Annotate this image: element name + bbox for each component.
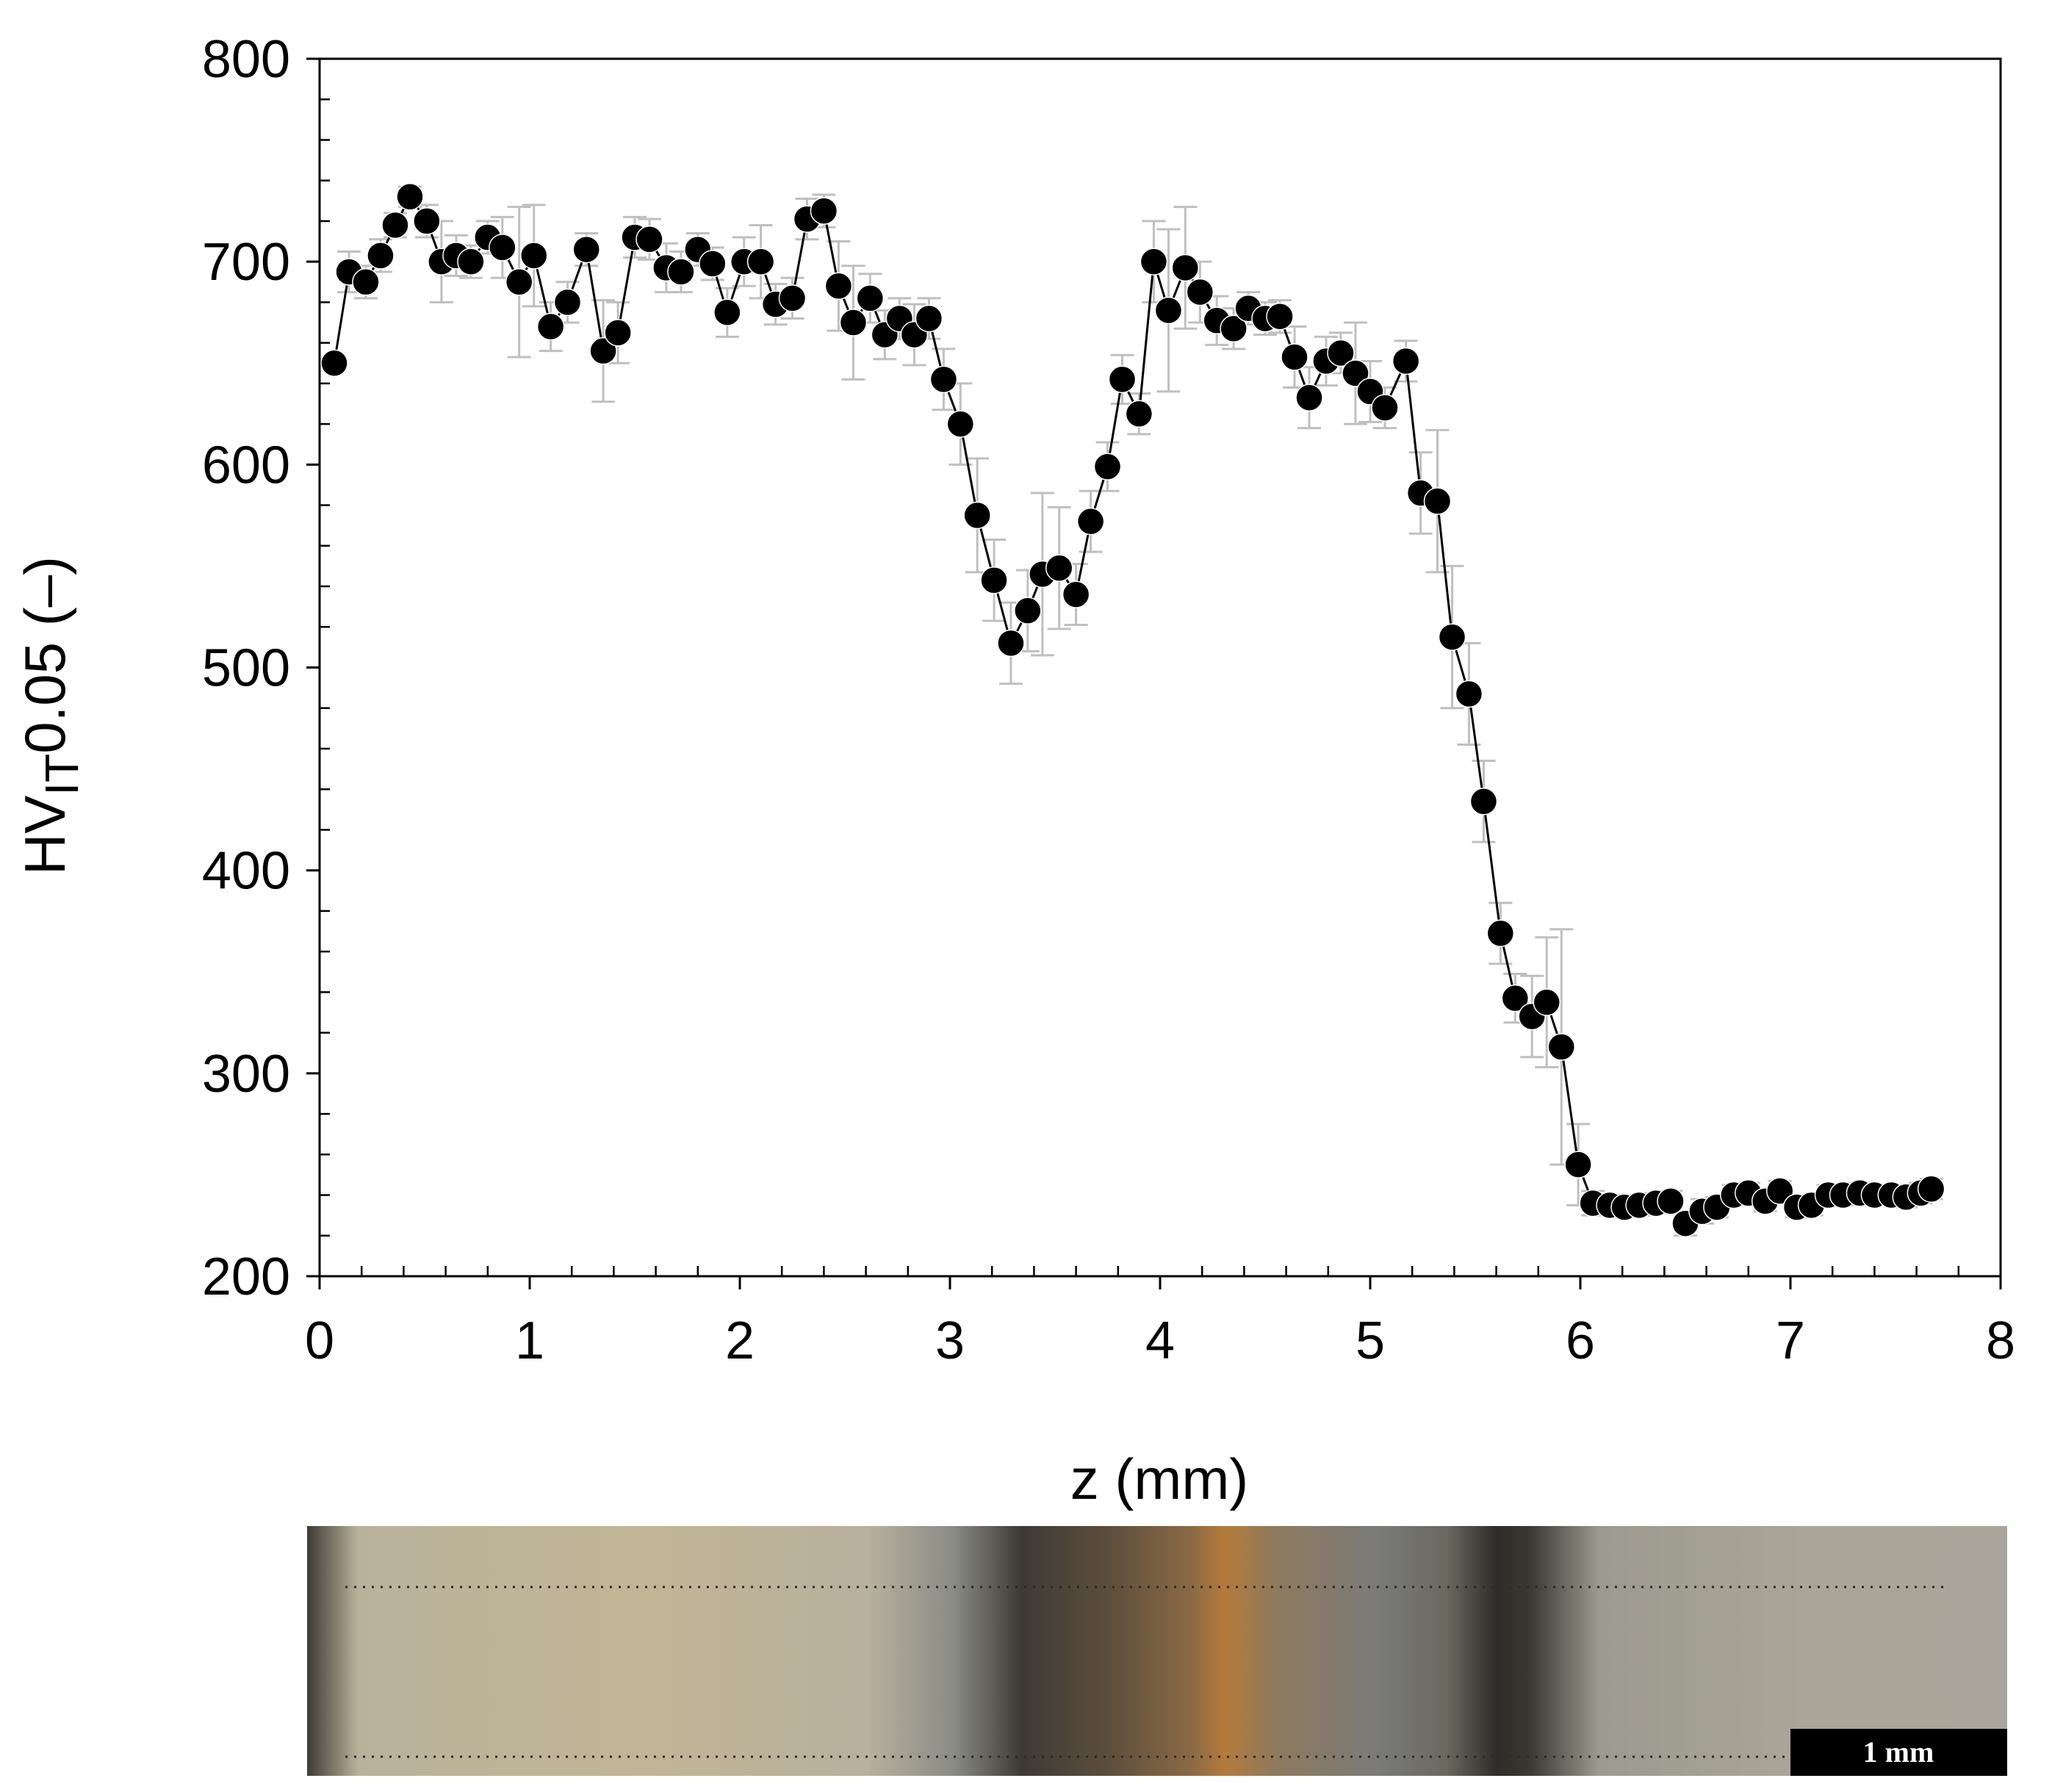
data-point (778, 284, 807, 312)
data-point (1765, 1177, 1794, 1205)
x-tick-label: 5 (1356, 1311, 1385, 1370)
data-point (1657, 1187, 1685, 1215)
data-point (381, 211, 409, 240)
data-point (536, 312, 565, 341)
data-markers (320, 183, 1945, 1237)
data-point (1154, 296, 1183, 325)
data-point (320, 349, 348, 377)
error-bars (337, 185, 1943, 1237)
data-point (667, 258, 695, 286)
data-point (1125, 400, 1153, 428)
data-point (929, 365, 958, 394)
data-point (604, 319, 632, 347)
data-point (1423, 487, 1452, 515)
data-point (1327, 339, 1355, 367)
data-point (1342, 359, 1369, 387)
data-point (396, 183, 424, 211)
data-point (1486, 919, 1515, 948)
data-point (1281, 343, 1308, 371)
data-point (572, 235, 600, 264)
x-tick-label: 6 (1566, 1311, 1595, 1370)
x-tick-label: 0 (305, 1311, 334, 1370)
y-tick-label: 500 (202, 639, 290, 698)
y-tick-label: 200 (202, 1248, 290, 1306)
data-point (413, 207, 441, 235)
data-point (1220, 314, 1248, 343)
data-point (699, 250, 727, 278)
data-point (1917, 1175, 1945, 1203)
plot-frame (318, 57, 2002, 1278)
data-point (1438, 623, 1466, 651)
data-point (519, 242, 548, 270)
data-point (1062, 580, 1090, 608)
data-point (810, 197, 838, 225)
data-point (746, 248, 775, 276)
data-point (1392, 347, 1420, 375)
data-point (997, 629, 1025, 658)
data-point (1014, 597, 1042, 625)
weld-micrograph: 1 mm (307, 1526, 2007, 1776)
y-tick-label: 700 (202, 233, 290, 292)
data-point (1501, 984, 1530, 1012)
data-point (1171, 253, 1200, 282)
y-tick-label: 300 (202, 1045, 290, 1104)
data-point (1108, 365, 1137, 394)
x-tick-label: 4 (1145, 1311, 1175, 1370)
data-point (1186, 278, 1214, 306)
data-point (1533, 988, 1560, 1016)
y-tick-label: 600 (202, 436, 290, 494)
data-point (856, 284, 885, 312)
x-tick-label: 8 (1986, 1311, 2015, 1370)
data-point (553, 288, 582, 317)
series-line (333, 194, 1932, 1226)
data-point (1093, 453, 1122, 481)
data-point (636, 226, 663, 253)
data-point (824, 272, 853, 301)
y-tick-label: 400 (202, 842, 290, 901)
y-axis-title: HVIT0.05 (–) (12, 556, 88, 875)
micrograph-image (307, 1526, 2007, 1776)
scale-bar (1790, 1729, 2007, 1776)
x-tick-label: 1 (515, 1311, 544, 1370)
data-point (963, 501, 991, 530)
data-point (1076, 507, 1105, 536)
x-tick-label: 2 (725, 1311, 755, 1370)
data-point (1455, 680, 1483, 708)
data-point (367, 242, 395, 270)
data-point (1371, 394, 1399, 422)
data-point (1140, 248, 1168, 276)
axes: 200 300 400 500 600 700 800 0 1 2 3 4 5 6 7 8 (202, 30, 2015, 1370)
data-point (1266, 302, 1294, 331)
data-point (946, 410, 975, 438)
data-point (839, 309, 868, 337)
y-tick-label: 800 (202, 30, 290, 89)
data-point (1564, 1151, 1592, 1179)
data-point (352, 268, 380, 296)
scale-bar-label: 1 mm (1863, 1735, 1934, 1768)
data-point (1547, 1033, 1576, 1061)
data-point (1045, 554, 1073, 582)
data-point (980, 566, 1008, 594)
x-tick-label: 3 (935, 1311, 965, 1370)
data-point (457, 248, 485, 276)
data-point (489, 234, 516, 262)
data-point (505, 268, 533, 296)
x-tick-label: 7 (1776, 1311, 1805, 1370)
series-path (333, 194, 1932, 1226)
data-point (915, 304, 943, 333)
data-point (713, 298, 741, 326)
data-point (1295, 384, 1323, 411)
data-point (589, 337, 617, 365)
x-axis-title: z (mm) (1070, 1447, 1249, 1511)
data-point (1469, 788, 1498, 816)
